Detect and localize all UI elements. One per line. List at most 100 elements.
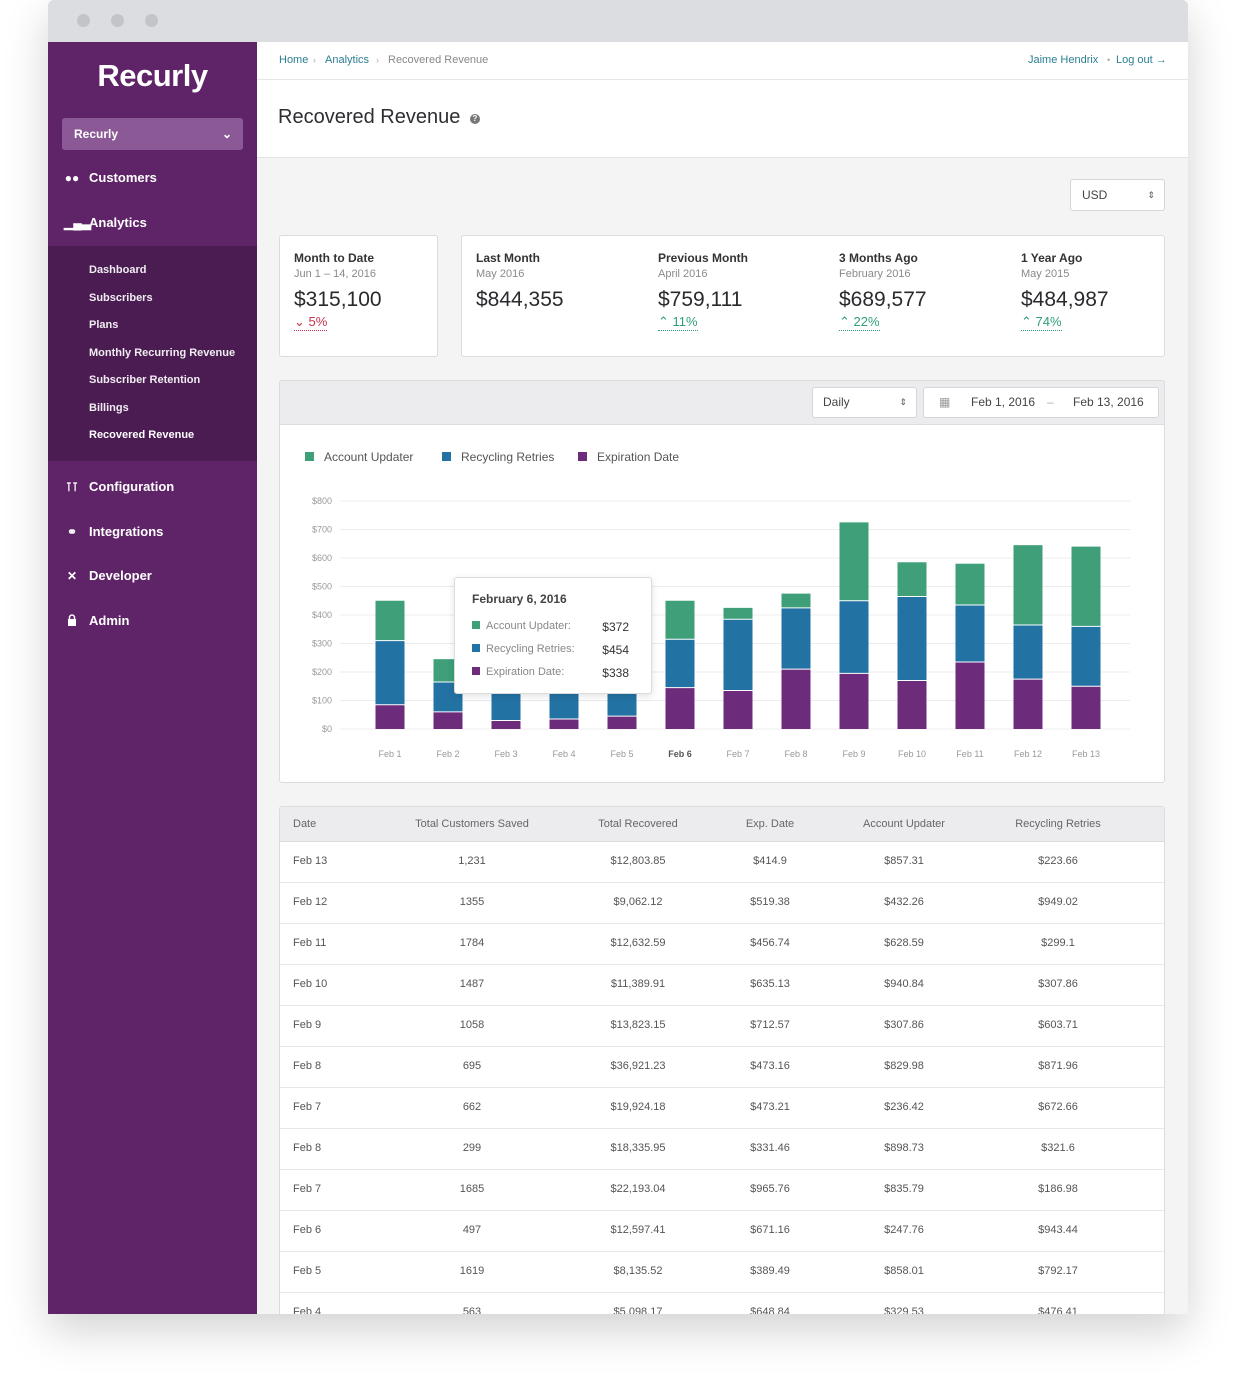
sidebar-item-customers[interactable]: ●● Customers — [48, 158, 257, 198]
stat-change[interactable]: ⌃ 74% — [1021, 314, 1062, 331]
currency-select[interactable]: USD ⇕ — [1070, 179, 1165, 211]
sidebar-item-configuration[interactable]: ⊺⊺ Configuration — [48, 467, 257, 507]
stat-change[interactable]: ⌃ 11% — [658, 314, 698, 331]
table-row[interactable]: Feb 8 695 $36,921.23 $473.16 $829.98 $871.96 — [280, 1047, 1164, 1088]
bar-recycling-retries[interactable] — [723, 619, 753, 691]
subnav-item-plans[interactable]: Plans — [89, 319, 119, 331]
bar-account-updater[interactable] — [897, 562, 927, 597]
table-cell: $389.49 — [750, 1265, 790, 1277]
x-tick-label: Feb 2 — [436, 749, 459, 759]
bar-expiration-date[interactable] — [955, 662, 985, 729]
column-header[interactable]: Exp. Date — [745, 818, 795, 830]
column-header[interactable]: Recycling Retries — [1015, 818, 1101, 830]
bar-recycling-retries[interactable] — [375, 640, 405, 705]
bar-expiration-date[interactable] — [433, 711, 463, 729]
table-cell: $635.13 — [750, 978, 790, 990]
logout-link[interactable]: Log out → — [1116, 54, 1167, 66]
table-row[interactable]: Feb 13 1,231 $12,803.85 $414.9 $857.31 $223.6… — [280, 842, 1164, 883]
table-row[interactable]: Feb 7 1685 $22,193.04 $965.76 $835.79 $186.98 — [280, 1170, 1164, 1211]
bar-expiration-date[interactable] — [781, 669, 811, 729]
table-cell: Feb 7 — [293, 1101, 322, 1113]
bar-account-updater[interactable] — [723, 607, 753, 620]
column-header[interactable]: Date — [293, 818, 317, 830]
bar-recycling-retries[interactable] — [897, 596, 927, 681]
bar-expiration-date[interactable] — [1013, 679, 1043, 729]
bar-recycling-retries[interactable] — [781, 607, 811, 670]
subnav-item-subscriber-retention[interactable]: Subscriber Retention — [89, 374, 201, 386]
column-header[interactable]: Total Customers Saved — [415, 818, 529, 830]
table-row[interactable]: Feb 4 563 $5,098.17 $648.84 $329.53 $476.41 — [280, 1293, 1164, 1314]
table-row[interactable]: Feb 7 662 $19,924.18 $473.21 $236.42 $672.66 — [280, 1088, 1164, 1129]
subnav-item-recovered-revenue[interactable]: Recovered Revenue — [89, 429, 195, 441]
x-tick-label: Feb 6 — [668, 749, 692, 759]
sidebar-item-analytics[interactable]: ▁▄▃ Analytics — [48, 203, 257, 243]
tooltip-value: $338 — [602, 666, 629, 680]
bar-recycling-retries[interactable] — [839, 600, 869, 674]
bar-expiration-date[interactable] — [375, 704, 405, 729]
date-to[interactable]: Feb 13, 2016 — [1073, 395, 1144, 409]
column-header[interactable]: Total Recovered — [598, 818, 678, 830]
stat-label: 3 Months Ago — [839, 251, 918, 265]
table-row[interactable]: Feb 9 1058 $13,823.15 $712.57 $307.86 $603.71 — [280, 1006, 1164, 1047]
user-name-link[interactable]: Jaime Hendrix — [1028, 54, 1099, 66]
bar-account-updater[interactable] — [955, 563, 985, 606]
bar-account-updater[interactable] — [839, 522, 869, 601]
bar-expiration-date[interactable] — [723, 690, 753, 729]
interval-select[interactable]: Daily ⇕ — [812, 387, 917, 418]
table-cell: $12,597.41 — [610, 1224, 666, 1236]
bar-expiration-date[interactable] — [491, 720, 521, 729]
subnav-item-subscribers[interactable]: Subscribers — [89, 292, 153, 304]
breadcrumb-home[interactable]: Home — [279, 54, 309, 66]
table-row[interactable]: Feb 10 1487 $11,389.91 $635.13 $940.84 $307.8… — [280, 965, 1164, 1006]
table-row[interactable]: Feb 12 1355 $9,062.12 $519.38 $432.26 $949.02 — [280, 883, 1164, 924]
table-cell: 299 — [462, 1142, 482, 1154]
sidebar-item-admin[interactable]: Admin — [48, 601, 257, 641]
bar-recycling-retries[interactable] — [955, 605, 985, 663]
bar-expiration-date[interactable] — [665, 687, 695, 729]
legend-swatch — [442, 452, 451, 461]
recurly-logo[interactable]: Recurly — [97, 58, 208, 93]
bar-expiration-date[interactable] — [607, 716, 637, 729]
subnav-item-dashboard[interactable]: Dashboard — [89, 264, 147, 276]
bar-account-updater[interactable] — [665, 600, 695, 640]
bar-expiration-date[interactable] — [897, 680, 927, 729]
x-tick-label: Feb 4 — [552, 749, 575, 759]
stat-change[interactable]: ⌃ 22% — [839, 314, 880, 331]
bar-account-updater[interactable] — [1013, 545, 1043, 625]
column-header[interactable]: Account Updater — [863, 818, 945, 830]
bar-account-updater[interactable] — [375, 600, 405, 641]
subnav-item-mrr[interactable]: Monthly Recurring Revenue — [89, 347, 236, 359]
legend-recycling-retries[interactable]: Recycling Retries — [442, 450, 554, 464]
breadcrumb-analytics[interactable]: Analytics — [325, 54, 370, 66]
bar-recycling-retries[interactable] — [1071, 626, 1101, 687]
date-range-picker[interactable]: ▦ Feb 1, 2016 – Feb 13, 2016 — [923, 387, 1159, 418]
table-row[interactable]: Feb 5 1619 $8,135.52 $389.49 $858.01 $792.17 — [280, 1252, 1164, 1293]
legend-expiration-date[interactable]: Expiration Date — [578, 450, 679, 464]
account-selector[interactable]: Recurly ⌄ — [62, 118, 243, 150]
table-cell: $321.6 — [1041, 1142, 1075, 1154]
bar-recycling-retries[interactable] — [665, 639, 695, 688]
window-dot-icon[interactable] — [145, 14, 158, 27]
bar-account-updater[interactable] — [1071, 546, 1101, 627]
bar-expiration-date[interactable] — [1071, 686, 1101, 729]
window-dot-icon[interactable] — [77, 14, 90, 27]
table-row[interactable]: Feb 6 497 $12,597.41 $671.16 $247.76 $943.44 — [280, 1211, 1164, 1252]
bar-recycling-retries[interactable] — [1013, 624, 1043, 680]
stat-period: April 2016 — [658, 268, 708, 280]
stat-change[interactable]: ⌄ 5% — [294, 314, 328, 331]
window-dot-icon[interactable] — [111, 14, 124, 27]
table-cell: $473.16 — [750, 1060, 790, 1072]
table-row[interactable]: Feb 8 299 $18,335.95 $331.46 $898.73 $321.6 — [280, 1129, 1164, 1170]
bar-expiration-date[interactable] — [549, 719, 579, 729]
bar-expiration-date[interactable] — [839, 673, 869, 729]
sidebar-item-developer[interactable]: ✕ Developer — [48, 556, 257, 596]
legend-swatch — [578, 452, 587, 461]
sidebar-item-integrations[interactable]: ⚭ Integrations — [48, 512, 257, 552]
date-from[interactable]: Feb 1, 2016 — [971, 395, 1036, 409]
bar-account-updater[interactable] — [781, 593, 811, 608]
legend-account-updater[interactable]: Account Updater — [305, 450, 413, 464]
subnav-item-billings[interactable]: Billings — [89, 402, 129, 414]
table-row[interactable]: Feb 11 1784 $12,632.59 $456.74 $628.59 $299.1 — [280, 924, 1164, 965]
help-icon[interactable]: ? — [470, 114, 480, 124]
table-cell: Feb 11 — [293, 937, 327, 949]
